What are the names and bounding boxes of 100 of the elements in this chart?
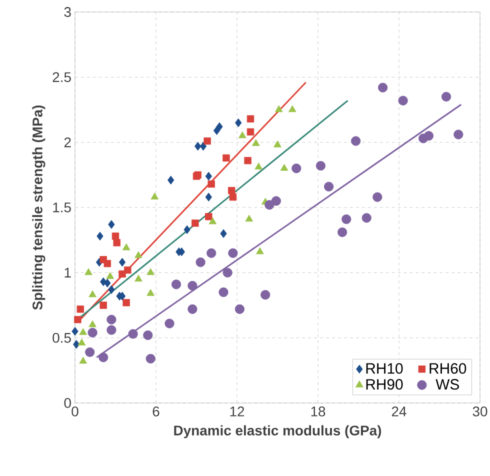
point bbox=[260, 290, 270, 300]
point bbox=[106, 314, 116, 324]
point bbox=[134, 251, 142, 258]
y-tick-label: 2.5 bbox=[52, 72, 71, 82]
point bbox=[134, 274, 142, 282]
y-tick-label: 2 bbox=[64, 137, 71, 148]
y-tick-label: 0 bbox=[64, 398, 71, 408]
point bbox=[208, 217, 217, 224]
y-tick-label: 1 bbox=[64, 268, 71, 278]
point bbox=[274, 140, 282, 148]
point bbox=[106, 272, 114, 279]
point bbox=[228, 248, 238, 258]
point bbox=[96, 232, 104, 241]
point bbox=[316, 160, 326, 171]
point bbox=[454, 130, 464, 140]
point bbox=[76, 306, 84, 313]
x-axis-title: Dynamic elastic modulus (GPa) bbox=[174, 425, 382, 438]
x-tick-label: 6 bbox=[152, 406, 160, 416]
point bbox=[205, 192, 212, 202]
point bbox=[234, 304, 244, 314]
point bbox=[246, 115, 254, 122]
point bbox=[245, 214, 254, 222]
point bbox=[196, 257, 206, 268]
y-tick-label: 0.5 bbox=[52, 332, 71, 343]
point bbox=[112, 232, 120, 240]
y-tick-label: 3 bbox=[64, 7, 71, 17]
point bbox=[208, 180, 215, 188]
point bbox=[104, 278, 111, 288]
point bbox=[192, 220, 199, 227]
point bbox=[378, 82, 388, 92]
point bbox=[106, 325, 116, 335]
point bbox=[398, 96, 408, 106]
point bbox=[143, 330, 153, 340]
point bbox=[79, 328, 88, 335]
point bbox=[88, 290, 96, 298]
x-tick-label: 0 bbox=[72, 406, 78, 416]
point bbox=[108, 220, 115, 229]
point bbox=[205, 172, 212, 181]
point bbox=[79, 356, 88, 364]
point bbox=[351, 136, 361, 146]
point bbox=[338, 227, 348, 238]
point bbox=[274, 105, 283, 112]
point bbox=[84, 268, 92, 276]
point bbox=[324, 182, 334, 192]
point bbox=[216, 122, 223, 132]
point bbox=[218, 287, 228, 298]
point bbox=[146, 268, 155, 276]
point bbox=[194, 142, 202, 151]
point bbox=[150, 192, 159, 200]
point bbox=[252, 139, 260, 146]
point bbox=[229, 193, 237, 201]
point bbox=[246, 128, 254, 136]
legend-label: RH10 bbox=[366, 363, 403, 374]
legend-label: WS bbox=[436, 379, 459, 390]
point bbox=[228, 186, 236, 194]
point bbox=[220, 229, 227, 238]
point bbox=[254, 162, 263, 170]
point bbox=[204, 137, 211, 145]
y-axis-title: Splitting tensile strength (MPa) bbox=[32, 106, 46, 310]
point bbox=[164, 318, 174, 328]
point bbox=[72, 326, 78, 336]
x-tick-label: 12 bbox=[230, 406, 244, 416]
legend-label: RH60 bbox=[430, 363, 466, 374]
point bbox=[206, 248, 216, 258]
point bbox=[78, 338, 86, 346]
point bbox=[108, 285, 115, 294]
point bbox=[288, 105, 296, 112]
point bbox=[244, 156, 252, 164]
x-tick-label: 24 bbox=[392, 406, 406, 416]
point bbox=[124, 266, 132, 274]
point bbox=[235, 118, 242, 128]
point bbox=[188, 280, 198, 290]
point bbox=[168, 176, 174, 185]
point bbox=[362, 213, 372, 223]
point bbox=[73, 340, 80, 349]
point bbox=[441, 92, 452, 102]
x-tick-label: 30 bbox=[472, 406, 488, 416]
point bbox=[171, 280, 182, 290]
point bbox=[98, 352, 108, 362]
point bbox=[271, 196, 281, 206]
point bbox=[74, 316, 82, 324]
point bbox=[222, 154, 230, 162]
point bbox=[280, 164, 288, 171]
point bbox=[113, 239, 120, 246]
point bbox=[128, 329, 138, 339]
point bbox=[342, 214, 352, 224]
point bbox=[205, 213, 212, 220]
point bbox=[372, 192, 382, 202]
legend-label: RH90 bbox=[366, 379, 403, 390]
point bbox=[88, 328, 98, 338]
point bbox=[238, 131, 246, 138]
point bbox=[146, 289, 155, 296]
point bbox=[424, 131, 434, 141]
point bbox=[85, 347, 95, 357]
point bbox=[264, 200, 274, 210]
point bbox=[222, 268, 232, 278]
point bbox=[88, 320, 96, 328]
point bbox=[184, 225, 190, 234]
point bbox=[122, 299, 130, 306]
x-tick-label: 18 bbox=[311, 406, 326, 416]
